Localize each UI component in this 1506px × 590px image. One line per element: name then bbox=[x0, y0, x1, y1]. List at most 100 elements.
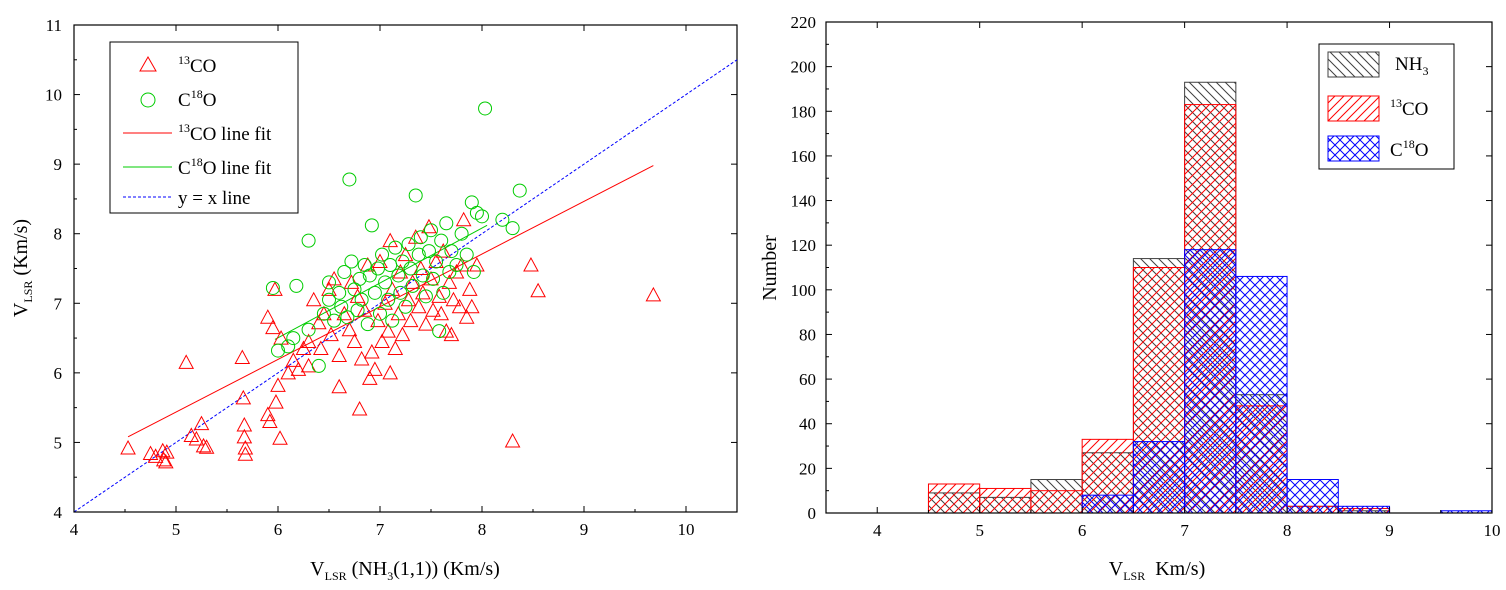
co13-point bbox=[259, 309, 276, 324]
x-tick-label: 8 bbox=[478, 520, 487, 539]
co13-point bbox=[343, 274, 360, 289]
c18o-point bbox=[415, 268, 430, 283]
c18o-point bbox=[327, 313, 342, 328]
y-tick-label: 100 bbox=[791, 281, 817, 300]
legend-label: 13CO bbox=[178, 53, 216, 77]
legend-label: y = x line bbox=[178, 188, 250, 209]
co13-fit-line bbox=[127, 165, 654, 438]
c18o-bar bbox=[1081, 494, 1134, 514]
co13-point bbox=[273, 330, 289, 345]
co13-point bbox=[504, 432, 521, 448]
co13-point bbox=[178, 354, 195, 369]
c18o-point bbox=[357, 258, 372, 273]
co13-bar bbox=[979, 487, 1032, 514]
legend-item-nh3: NH3 bbox=[1327, 51, 1428, 78]
co13-point bbox=[262, 413, 278, 429]
co13-point bbox=[645, 286, 662, 302]
co13-point bbox=[154, 442, 171, 458]
13co-swatch-icon bbox=[1327, 95, 1380, 122]
co13-point bbox=[234, 349, 251, 365]
co13-point bbox=[367, 361, 383, 376]
c18o-point bbox=[316, 306, 331, 321]
y-tick-label: 4 bbox=[54, 503, 63, 522]
histogram-legend: NH3 13CO C18O bbox=[1318, 43, 1455, 170]
co13-point bbox=[382, 364, 399, 380]
co13-point bbox=[235, 389, 252, 405]
legend-item-13co-fit: 13CO line fit bbox=[123, 121, 272, 145]
co13-point bbox=[445, 291, 462, 307]
c18o-point bbox=[286, 331, 301, 346]
legend-label: 13CO bbox=[1390, 96, 1428, 120]
co13-point bbox=[267, 281, 283, 296]
x-tick-label: 9 bbox=[1385, 521, 1394, 540]
x-tick-label: 4 bbox=[70, 520, 79, 539]
co13-point bbox=[237, 446, 254, 461]
co13-point bbox=[402, 312, 419, 328]
c18o-point bbox=[405, 278, 420, 293]
c18o-point bbox=[466, 264, 481, 279]
c18o-point bbox=[449, 258, 464, 273]
co13-point bbox=[530, 282, 546, 298]
co13-point bbox=[158, 444, 175, 459]
co13-point bbox=[198, 439, 215, 454]
c18o-point bbox=[434, 233, 449, 248]
co13-point bbox=[410, 298, 427, 314]
co13-point bbox=[142, 445, 159, 461]
c18o-point bbox=[378, 275, 393, 290]
co13-point bbox=[270, 377, 286, 392]
c18o-point bbox=[454, 226, 469, 241]
co13-point bbox=[331, 347, 348, 362]
x-tick-label: 5 bbox=[975, 521, 984, 540]
co13-point bbox=[193, 415, 210, 431]
c18o-point bbox=[444, 244, 459, 259]
c18o-point bbox=[344, 254, 359, 269]
co13-point bbox=[259, 406, 276, 422]
c18o-point bbox=[340, 310, 355, 325]
c18o-point bbox=[505, 221, 520, 236]
legend-item-c18o: C18O bbox=[1327, 135, 1428, 162]
y-tick-label: 180 bbox=[791, 102, 817, 121]
histogram-x-ticks: 4 5 6 7 8 9 10 bbox=[825, 22, 1501, 540]
x-tick-label: 7 bbox=[376, 520, 385, 539]
co13-point bbox=[331, 378, 348, 394]
x-tick-label: 6 bbox=[274, 520, 283, 539]
co13-point bbox=[157, 453, 174, 469]
histogram-bars bbox=[927, 81, 1493, 514]
co13-point bbox=[523, 256, 539, 272]
co13-bar bbox=[927, 483, 981, 514]
nh3-swatch-icon bbox=[1327, 51, 1380, 78]
c18o-point bbox=[342, 172, 357, 187]
co13-point bbox=[443, 326, 460, 342]
c18o-swatch-icon bbox=[1327, 135, 1380, 162]
co13-point bbox=[404, 274, 421, 289]
co13-point bbox=[356, 302, 373, 317]
c18o-point bbox=[391, 268, 406, 283]
co13-point bbox=[407, 229, 424, 244]
c18o-point bbox=[432, 324, 447, 339]
c18o-point bbox=[426, 271, 441, 286]
histogram-x-axis-title: VLSR Km/s) bbox=[1109, 558, 1205, 583]
co13-point bbox=[458, 309, 475, 324]
y-tick-label: 7 bbox=[54, 294, 63, 313]
c18o-point bbox=[362, 268, 377, 283]
c18o-point bbox=[385, 313, 400, 328]
y-tick-label: 80 bbox=[799, 325, 816, 344]
y-tick-label: 8 bbox=[54, 225, 63, 244]
co13-point bbox=[236, 428, 253, 444]
y-equals-x-line bbox=[73, 59, 738, 513]
co13-point bbox=[265, 319, 281, 335]
co13-point bbox=[400, 291, 417, 307]
co13-point bbox=[195, 437, 212, 453]
co13-point bbox=[236, 416, 253, 432]
y-tick-label: 40 bbox=[799, 415, 816, 434]
co13-point bbox=[453, 256, 470, 272]
x-tick-label: 5 bbox=[172, 520, 181, 539]
histogram-panel: 4 5 6 7 8 9 10 020406080100120140160180200220 … bbox=[759, 13, 1501, 583]
co13-point bbox=[380, 323, 396, 338]
co13-point bbox=[394, 326, 411, 342]
c18o-point bbox=[436, 285, 451, 300]
co13-point bbox=[268, 394, 284, 409]
c18o-point bbox=[354, 292, 369, 307]
c18o-point bbox=[332, 285, 347, 300]
y-tick-label: 160 bbox=[791, 147, 817, 166]
